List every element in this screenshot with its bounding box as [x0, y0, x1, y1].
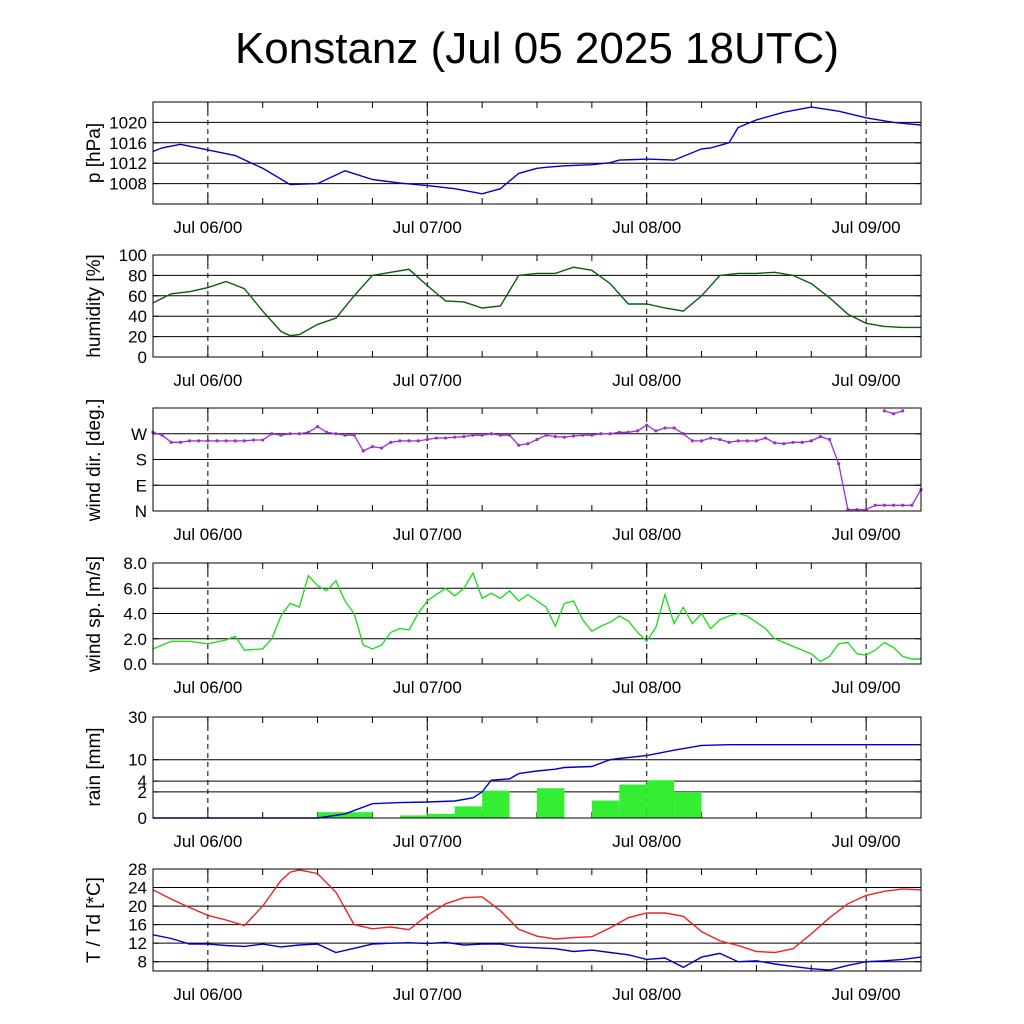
x-tick-label: Jul 06/00	[173, 985, 242, 1004]
rain-bar	[399, 815, 428, 818]
x-tick-label: Jul 07/00	[393, 525, 462, 544]
y-tick-label: 1008	[109, 175, 147, 194]
panel-3: 0.0 2.0 4.0 6.0 8.0 Jul 06/00 Jul 07/00 Jul 08/…	[84, 554, 922, 697]
x-tick-label: Jul 08/00	[612, 678, 681, 697]
x-tick-label: Jul 07/00	[393, 371, 462, 390]
y-axis-label: p [hPa]	[84, 123, 105, 183]
series-line	[152, 106, 922, 195]
y-tick-label: 8.0	[123, 554, 147, 573]
y-tick-label: 24	[128, 879, 147, 898]
y-tick-label: 20	[128, 897, 147, 916]
x-tick-label: Jul 07/00	[393, 678, 462, 697]
x-tick-label: Jul 08/00	[612, 371, 681, 390]
plot-frame	[152, 101, 922, 205]
x-tick-label: Jul 09/00	[832, 525, 901, 544]
y-tick-label: 2.0	[123, 630, 147, 649]
y-tick-label: 0	[138, 809, 147, 828]
y-tick-label: 28	[128, 860, 147, 879]
x-tick-label: Jul 09/00	[832, 832, 901, 851]
rain-bar	[345, 812, 373, 818]
y-tick-label: 12	[128, 934, 147, 953]
x-tick-label: Jul 06/00	[173, 218, 242, 237]
plot-frame	[152, 716, 922, 819]
y-axis-label: wind dir. [deg.]	[84, 399, 105, 523]
rain-bar	[591, 800, 620, 818]
y-tick-label: 10	[128, 751, 147, 770]
y-tick-label: 4	[138, 772, 147, 791]
x-tick-label: Jul 08/00	[612, 832, 681, 851]
series-line	[152, 266, 921, 337]
y-tick-label: 20	[128, 328, 147, 347]
plot-frame	[152, 407, 922, 512]
y-tick-label: N	[135, 502, 147, 521]
y-axis-label: T / Td [*C]	[84, 877, 105, 963]
rain-bar	[674, 791, 702, 818]
y-tick-label: 0	[138, 348, 147, 367]
x-tick-label: Jul 09/00	[832, 218, 901, 237]
series-line	[152, 869, 922, 954]
rain-bar	[619, 784, 647, 818]
x-tick-label: Jul 08/00	[612, 218, 681, 237]
series-line	[152, 571, 921, 663]
rain-bar	[454, 806, 483, 818]
x-tick-label: Jul 08/00	[612, 985, 681, 1004]
chart-title: Konstanz (Jul 05 2025 18UTC)	[234, 24, 840, 73]
y-tick-label: 6.0	[123, 579, 147, 598]
y-tick-label: 4.0	[123, 605, 147, 624]
plot-frame	[152, 868, 922, 972]
plot-frame	[152, 562, 922, 665]
rain-bar	[482, 790, 510, 818]
rain-bar	[317, 812, 345, 818]
series-line	[152, 424, 922, 511]
x-tick-label: Jul 07/00	[393, 218, 462, 237]
y-tick-label: S	[136, 451, 147, 470]
y-tick-label: 1016	[109, 134, 147, 153]
y-tick-label: 100	[119, 246, 147, 265]
y-tick-label: 60	[128, 287, 147, 306]
plot-frame	[152, 254, 922, 358]
x-tick-label: Jul 09/00	[832, 985, 901, 1004]
rain-bar	[646, 780, 675, 818]
x-tick-label: Jul 09/00	[832, 371, 901, 390]
y-tick-label: 16	[128, 916, 147, 935]
x-tick-label: Jul 07/00	[393, 985, 462, 1004]
rain-bar	[537, 788, 565, 818]
y-tick-label: 1020	[109, 113, 147, 132]
rain-bar	[427, 813, 455, 818]
series-line	[152, 934, 922, 971]
x-tick-label: Jul 06/00	[173, 832, 242, 851]
y-tick-label: 1012	[109, 154, 147, 173]
y-tick-label: 8	[138, 953, 147, 972]
y-tick-label: 80	[128, 266, 147, 285]
y-axis-label: rain [mm]	[84, 727, 105, 806]
y-tick-label: 0.0	[123, 655, 147, 674]
x-tick-label: Jul 06/00	[173, 371, 242, 390]
y-tick-label: 30	[128, 708, 147, 727]
y-tick-label: W	[131, 425, 147, 444]
panel-4: 0 24 10 30 Jul 06/00 Jul 07/00 Jul 08/00 Jul 09…	[84, 708, 922, 851]
x-tick-label: Jul 06/00	[173, 678, 242, 697]
y-tick-label: E	[136, 476, 147, 495]
y-axis-label: wind sp. [m/s]	[84, 556, 105, 673]
x-tick-label: Jul 07/00	[393, 832, 462, 851]
x-tick-label: Jul 09/00	[832, 678, 901, 697]
y-tick-label: 40	[128, 307, 147, 326]
series-line	[884, 410, 903, 415]
y-axis-label: humidity [%]	[84, 254, 105, 357]
series-line	[153, 744, 921, 819]
x-tick-label: Jul 06/00	[173, 525, 242, 544]
y-tick-label: 2	[138, 783, 147, 802]
x-tick-label: Jul 08/00	[612, 525, 681, 544]
